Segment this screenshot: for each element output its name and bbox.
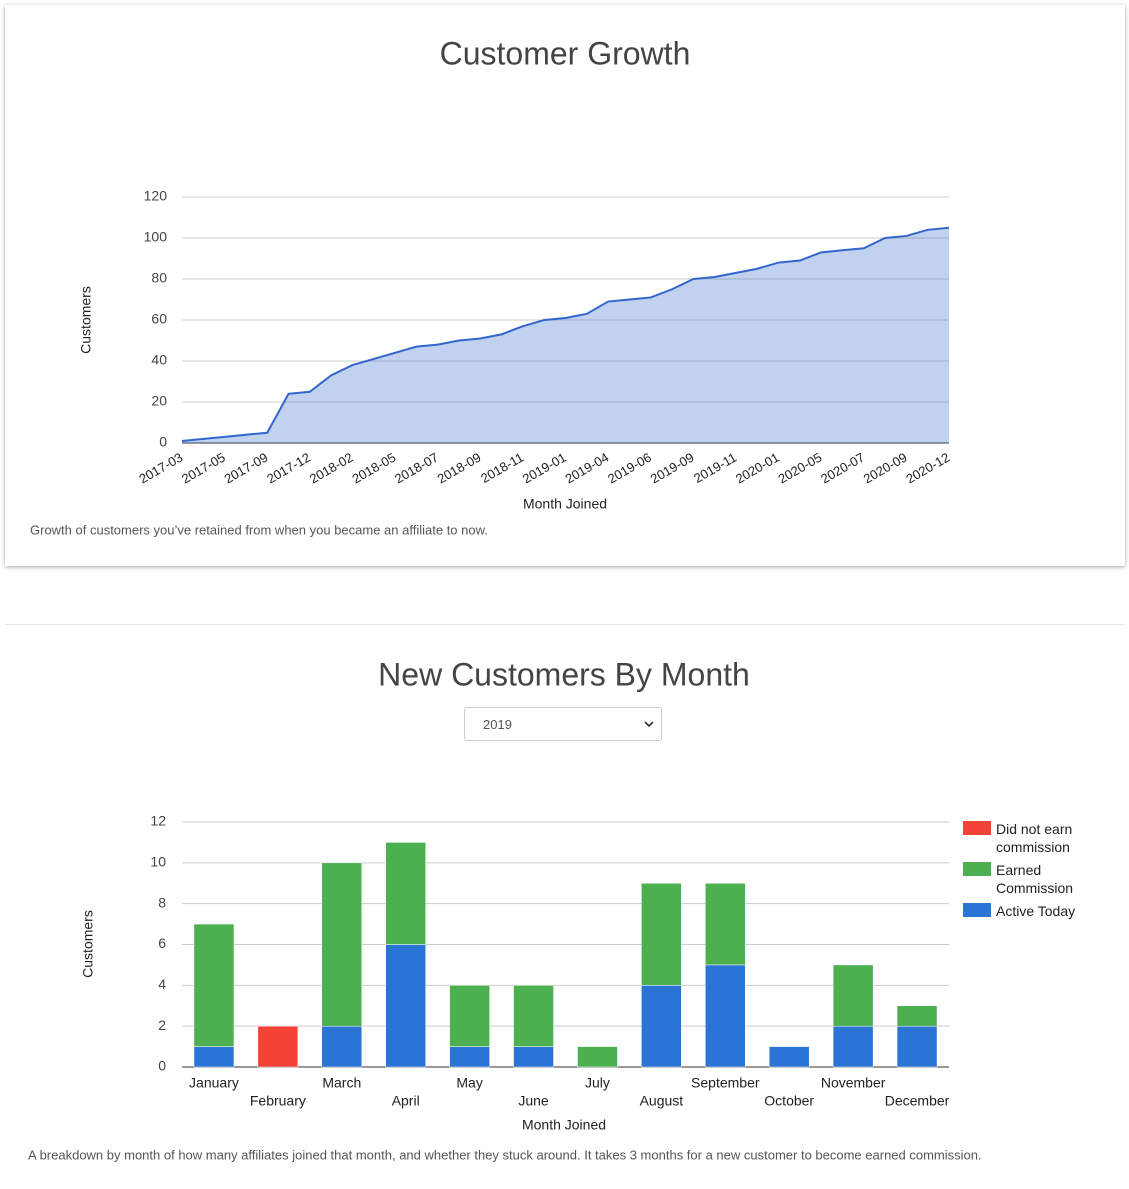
bar-segment [321, 862, 363, 1027]
x-tick-label: June [518, 1093, 549, 1109]
x-tick-label: 2020-05 [776, 450, 825, 487]
y-tick-label: 10 [150, 854, 166, 870]
x-tick-label: 2020-01 [733, 450, 782, 487]
caption: A breakdown by month of how many affilia… [28, 1147, 982, 1162]
y-tick-label: 12 [150, 813, 166, 829]
year-select[interactable]: 2019 [464, 707, 662, 741]
bar-segment [193, 1046, 235, 1068]
x-tick-label: 2017-03 [136, 450, 185, 487]
x-tick-label: 2018-07 [392, 450, 441, 487]
area [182, 227, 949, 443]
x-tick-label: October [764, 1093, 814, 1109]
x-tick-label: March [322, 1075, 361, 1091]
divider [5, 624, 1125, 625]
y-tick-label: 80 [151, 270, 167, 286]
x-tick-label: January [189, 1075, 239, 1091]
bar-segment [193, 923, 235, 1047]
x-tick-label: 2017-12 [264, 450, 313, 487]
bar-segment [705, 964, 746, 1068]
select-arrow [644, 721, 654, 728]
x-tick-label: 2018-09 [435, 450, 484, 487]
bar-segment [832, 1025, 874, 1068]
x-tick-label: November [821, 1075, 886, 1091]
x-tick-label: 2018-11 [478, 450, 526, 486]
x-tick-label: February [250, 1093, 306, 1109]
x-tick-label: 2017-05 [179, 450, 228, 487]
x-tick-label: December [885, 1093, 950, 1109]
y-tick-label: 4 [158, 976, 166, 992]
legend-swatch [963, 903, 991, 917]
y-axis-label: Customers [78, 286, 94, 354]
bar-segment [449, 985, 490, 1047]
x-tick-label: 2020-12 [903, 450, 952, 487]
legend-label: Active Today [996, 903, 1076, 919]
legend-label: Earned Commission [996, 862, 1074, 896]
bar-segment [641, 883, 682, 986]
year-select-value: 2019 [483, 717, 512, 732]
y-tick-label: 60 [151, 311, 167, 327]
bar-segment [449, 1046, 490, 1068]
y-tick-label: 120 [144, 188, 168, 204]
chart-title: New Customers By Month [378, 656, 750, 692]
x-tick-label: September [691, 1075, 760, 1091]
y-tick-label: 6 [158, 935, 166, 951]
bar-segment [705, 883, 746, 966]
line [181, 226, 950, 442]
y-tick-label: 20 [151, 393, 167, 409]
x-tick-label: 2019-01 [520, 450, 569, 487]
x-tick-label: 2019-11 [691, 450, 739, 486]
bar-segment [385, 842, 426, 945]
x-tick-label: August [640, 1093, 684, 1109]
bar-segment [832, 964, 874, 1027]
x-tick-label: 2017-09 [222, 450, 271, 487]
chart-title: Customer Growth [440, 35, 691, 71]
legend-label: Did not earn commission [996, 821, 1073, 855]
y-tick-label: 100 [144, 229, 168, 245]
y-tick-label: 2 [158, 1017, 166, 1033]
bar-segment [385, 944, 426, 1068]
caption: Growth of customers you’ve retained from… [30, 522, 488, 537]
x-tick-label: 2018-02 [307, 450, 356, 487]
bar-segment [896, 1005, 938, 1027]
y-axis-label: Customers [80, 910, 96, 978]
x-tick-label: 2019-06 [605, 450, 654, 487]
x-tick-label: July [585, 1075, 610, 1091]
x-tick-label: April [392, 1093, 420, 1109]
x-axis-label: Month Joined [522, 1117, 606, 1133]
x-tick-label: 2018-05 [349, 450, 398, 487]
bar-segment [321, 1025, 363, 1068]
y-tick-label: 40 [151, 352, 167, 368]
x-tick-label: 2019-09 [648, 450, 697, 487]
legend: Did not earn commission Earned Commission… [963, 820, 1103, 925]
legend-swatch [963, 862, 991, 876]
bar-segment [896, 1025, 938, 1068]
x-tick-label: 2020-09 [861, 450, 910, 487]
card [5, 5, 1125, 566]
legend-swatch [963, 821, 991, 835]
legend-item: Earned Commission [963, 861, 1086, 897]
y-tick-label: 8 [158, 894, 166, 910]
y-tick-label: 0 [159, 434, 167, 450]
bar-segment [257, 1025, 299, 1068]
bar-segment [641, 985, 682, 1068]
y-tick-label: 0 [158, 1058, 166, 1074]
x-tick-label: May [456, 1075, 482, 1091]
bar-segment [577, 1046, 618, 1068]
x-axis-label: Month Joined [523, 496, 607, 512]
bar-segment [513, 1046, 554, 1068]
bar-segment [768, 1046, 810, 1068]
legend-item: Did not earn commission [963, 820, 1086, 856]
x-tick-label: 2020-07 [818, 450, 867, 487]
legend-item: Active Today [963, 902, 1086, 920]
x-tick-label: 2019-04 [563, 450, 612, 487]
bar-segment [513, 985, 554, 1047]
